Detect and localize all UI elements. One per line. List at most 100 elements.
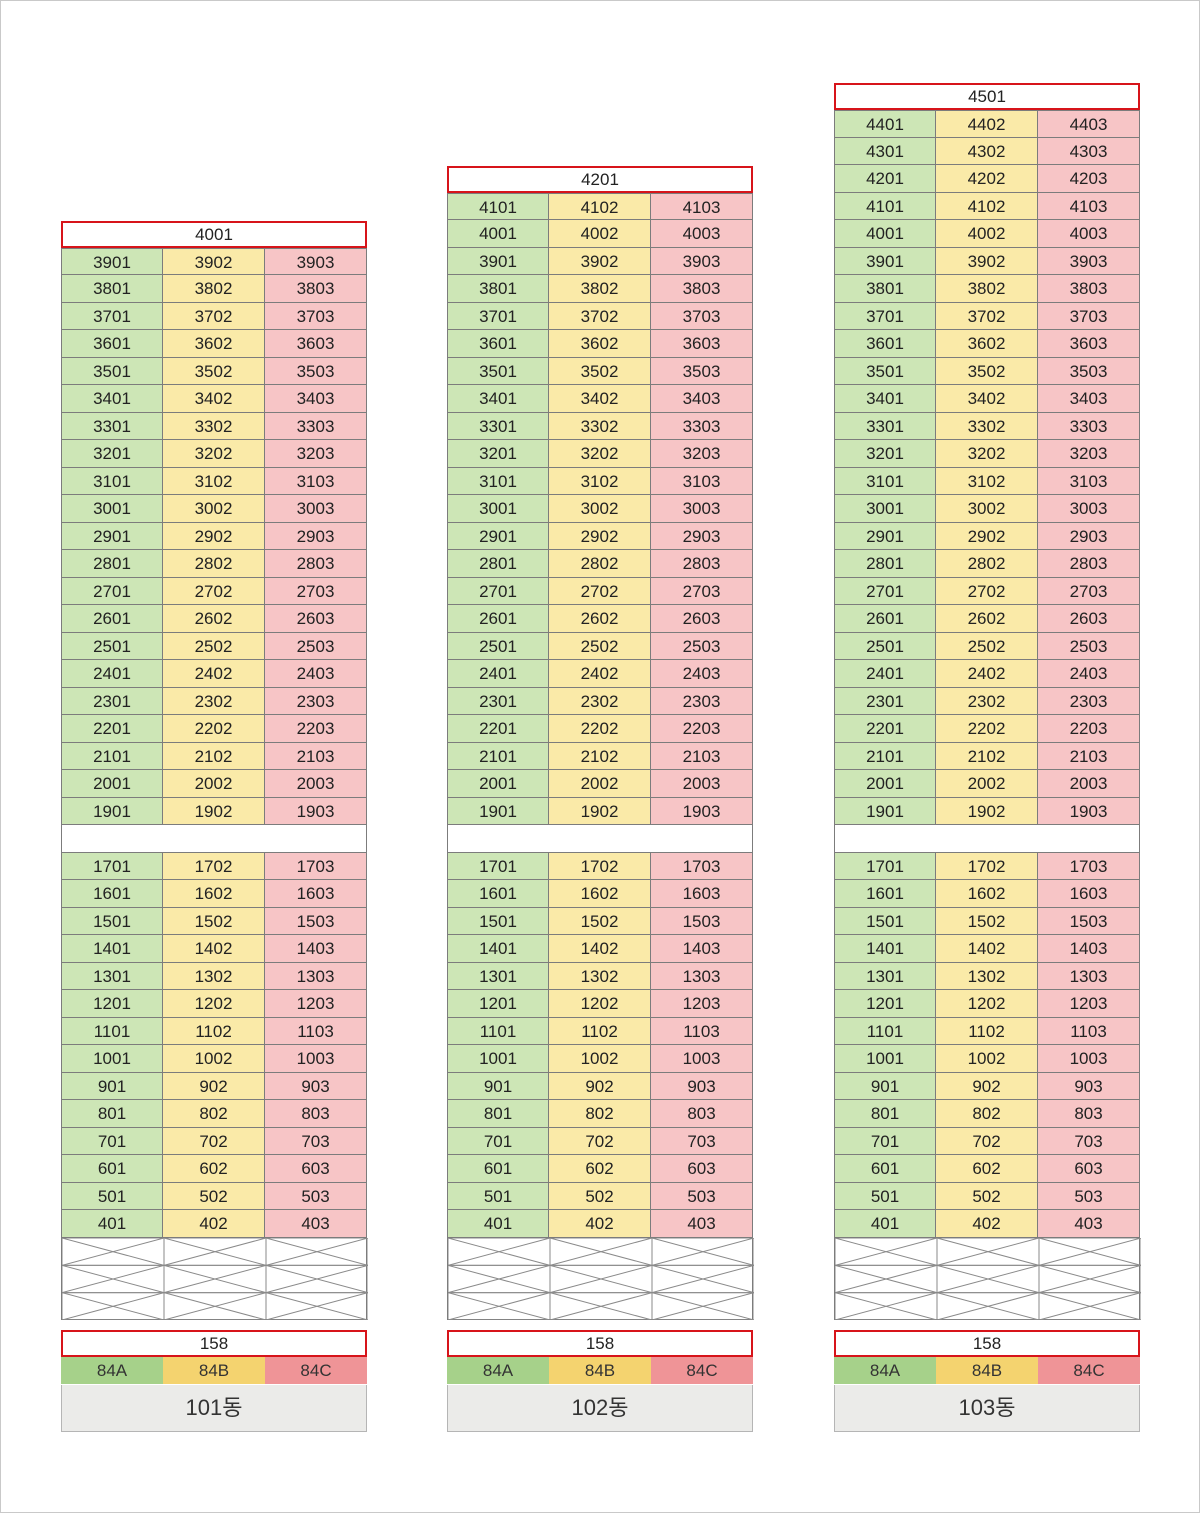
unit-cell[interactable]: 3102 <box>936 467 1038 495</box>
unit-cell[interactable]: 401 <box>447 1210 549 1238</box>
unit-cell[interactable]: 902 <box>163 1072 265 1100</box>
unit-cell[interactable]: 3001 <box>61 495 163 523</box>
unit-cell[interactable]: 1401 <box>61 935 163 963</box>
unit-cell[interactable]: 3103 <box>265 467 367 495</box>
unit-cell[interactable]: 1002 <box>936 1045 1038 1073</box>
unit-cell[interactable]: 603 <box>265 1155 367 1183</box>
unit-cell[interactable]: 902 <box>936 1072 1038 1100</box>
unit-cell[interactable]: 402 <box>936 1210 1038 1238</box>
unit-cell[interactable]: 2801 <box>834 550 936 578</box>
unit-cell[interactable]: 1502 <box>163 907 265 935</box>
unit-cell[interactable]: 3303 <box>265 412 367 440</box>
unit-cell[interactable]: 1303 <box>265 962 367 990</box>
unit-cell[interactable]: 1402 <box>549 935 651 963</box>
unit-cell[interactable]: 2503 <box>651 632 753 660</box>
unit-cell[interactable]: 2502 <box>936 632 1038 660</box>
unit-cell[interactable]: 703 <box>651 1127 753 1155</box>
unit-cell[interactable]: 2703 <box>651 577 753 605</box>
unit-cell[interactable]: 1101 <box>447 1017 549 1045</box>
unit-cell[interactable]: 1003 <box>651 1045 753 1073</box>
unit-cell[interactable]: 3901 <box>61 247 163 275</box>
unit-cell[interactable]: 3701 <box>61 302 163 330</box>
unit-cell[interactable]: 3402 <box>936 385 1038 413</box>
unit-cell[interactable]: 4102 <box>549 192 651 220</box>
unit-cell[interactable]: 2203 <box>651 715 753 743</box>
unit-cell[interactable]: 2303 <box>651 687 753 715</box>
unit-cell[interactable]: 3102 <box>549 467 651 495</box>
unit-cell[interactable]: 3901 <box>447 247 549 275</box>
unit-cell[interactable]: 3802 <box>549 275 651 303</box>
unit-cell[interactable]: 3502 <box>936 357 1038 385</box>
unit-cell[interactable]: 2403 <box>1038 660 1140 688</box>
unit-cell[interactable]: 1201 <box>447 990 549 1018</box>
unit-cell[interactable]: 3803 <box>1038 275 1140 303</box>
unit-cell[interactable]: 1402 <box>163 935 265 963</box>
unit-cell[interactable]: 2401 <box>61 660 163 688</box>
unit-cell[interactable]: 2501 <box>834 632 936 660</box>
unit-cell[interactable]: 3502 <box>549 357 651 385</box>
unit-cell[interactable]: 3201 <box>447 440 549 468</box>
unit-cell[interactable]: 3602 <box>936 330 1038 358</box>
unit-cell[interactable]: 4202 <box>936 165 1038 193</box>
unit-cell[interactable]: 1602 <box>936 880 1038 908</box>
unit-cell[interactable]: 1303 <box>651 962 753 990</box>
unit-cell[interactable]: 3902 <box>936 247 1038 275</box>
unit-cell[interactable]: 803 <box>651 1100 753 1128</box>
unit-cell[interactable]: 3002 <box>549 495 651 523</box>
unit-cell[interactable]: 601 <box>834 1155 936 1183</box>
unit-cell[interactable]: 3801 <box>447 275 549 303</box>
unit-cell[interactable]: 1003 <box>1038 1045 1140 1073</box>
unit-cell[interactable]: 3903 <box>265 247 367 275</box>
unit-cell[interactable]: 2303 <box>1038 687 1140 715</box>
unit-cell[interactable]: 1403 <box>265 935 367 963</box>
unit-cell[interactable]: 2501 <box>61 632 163 660</box>
penthouse-unit[interactable]: 4501 <box>834 83 1140 110</box>
unit-cell[interactable]: 903 <box>1038 1072 1140 1100</box>
unit-cell[interactable]: 4103 <box>1038 192 1140 220</box>
unit-cell[interactable]: 3201 <box>834 440 936 468</box>
unit-cell[interactable]: 2002 <box>549 770 651 798</box>
unit-cell[interactable]: 901 <box>61 1072 163 1100</box>
unit-cell[interactable]: 1602 <box>163 880 265 908</box>
unit-cell[interactable]: 901 <box>834 1072 936 1100</box>
unit-cell[interactable]: 2003 <box>265 770 367 798</box>
unit-cell[interactable]: 2901 <box>447 522 549 550</box>
unit-cell[interactable]: 3503 <box>1038 357 1140 385</box>
unit-cell[interactable]: 802 <box>936 1100 1038 1128</box>
unit-cell[interactable]: 2803 <box>265 550 367 578</box>
unit-cell[interactable]: 1902 <box>936 797 1038 825</box>
unit-cell[interactable]: 3302 <box>163 412 265 440</box>
unit-cell[interactable]: 2703 <box>265 577 367 605</box>
unit-cell[interactable]: 2001 <box>61 770 163 798</box>
unit-cell[interactable]: 2003 <box>651 770 753 798</box>
unit-cell[interactable]: 1301 <box>61 962 163 990</box>
unit-cell[interactable]: 4402 <box>936 110 1038 138</box>
unit-cell[interactable]: 401 <box>834 1210 936 1238</box>
unit-cell[interactable]: 2101 <box>61 742 163 770</box>
unit-cell[interactable]: 2602 <box>936 605 1038 633</box>
unit-cell[interactable]: 801 <box>834 1100 936 1128</box>
unit-cell[interactable]: 3602 <box>163 330 265 358</box>
unit-cell[interactable]: 3101 <box>61 467 163 495</box>
unit-cell[interactable]: 3001 <box>447 495 549 523</box>
unit-cell[interactable]: 3803 <box>651 275 753 303</box>
unit-cell[interactable]: 4101 <box>834 192 936 220</box>
unit-cell[interactable]: 3902 <box>163 247 265 275</box>
unit-cell[interactable]: 2301 <box>61 687 163 715</box>
unit-cell[interactable]: 3503 <box>265 357 367 385</box>
unit-cell[interactable]: 4003 <box>651 220 753 248</box>
unit-cell[interactable]: 803 <box>265 1100 367 1128</box>
unit-cell[interactable]: 3401 <box>834 385 936 413</box>
unit-cell[interactable]: 1601 <box>61 880 163 908</box>
unit-cell[interactable]: 1302 <box>163 962 265 990</box>
unit-cell[interactable]: 2202 <box>163 715 265 743</box>
unit-cell[interactable]: 3501 <box>447 357 549 385</box>
unit-cell[interactable]: 4203 <box>1038 165 1140 193</box>
unit-cell[interactable]: 1701 <box>447 852 549 880</box>
unit-cell[interactable]: 1901 <box>447 797 549 825</box>
unit-cell[interactable]: 503 <box>1038 1182 1140 1210</box>
unit-cell[interactable]: 501 <box>61 1182 163 1210</box>
unit-cell[interactable]: 2902 <box>163 522 265 550</box>
unit-cell[interactable]: 2201 <box>834 715 936 743</box>
unit-cell[interactable]: 1702 <box>936 852 1038 880</box>
